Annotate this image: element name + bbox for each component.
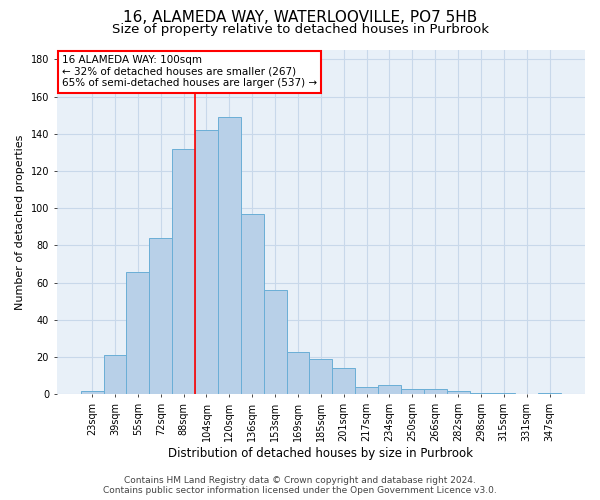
Bar [287, 352, 310, 395]
Bar [81, 390, 104, 394]
Y-axis label: Number of detached properties: Number of detached properties [15, 134, 25, 310]
X-axis label: Distribution of detached houses by size in Purbrook: Distribution of detached houses by size … [169, 447, 473, 460]
Bar [424, 389, 446, 394]
Text: Contains HM Land Registry data © Crown copyright and database right 2024.
Contai: Contains HM Land Registry data © Crown c… [103, 476, 497, 495]
Bar [241, 214, 263, 394]
Bar [470, 392, 493, 394]
Bar [493, 392, 515, 394]
Text: Size of property relative to detached houses in Purbrook: Size of property relative to detached ho… [112, 22, 488, 36]
Bar [446, 390, 470, 394]
Bar [149, 238, 172, 394]
Bar [538, 392, 561, 394]
Bar [378, 385, 401, 394]
Bar [104, 356, 127, 395]
Bar [355, 387, 378, 394]
Bar [263, 290, 287, 395]
Bar [332, 368, 355, 394]
Bar [310, 359, 332, 394]
Bar [195, 130, 218, 394]
Bar [401, 389, 424, 394]
Text: 16 ALAMEDA WAY: 100sqm
← 32% of detached houses are smaller (267)
65% of semi-de: 16 ALAMEDA WAY: 100sqm ← 32% of detached… [62, 55, 317, 88]
Bar [218, 117, 241, 394]
Bar [172, 148, 195, 394]
Text: 16, ALAMEDA WAY, WATERLOOVILLE, PO7 5HB: 16, ALAMEDA WAY, WATERLOOVILLE, PO7 5HB [123, 10, 477, 25]
Bar [127, 272, 149, 394]
